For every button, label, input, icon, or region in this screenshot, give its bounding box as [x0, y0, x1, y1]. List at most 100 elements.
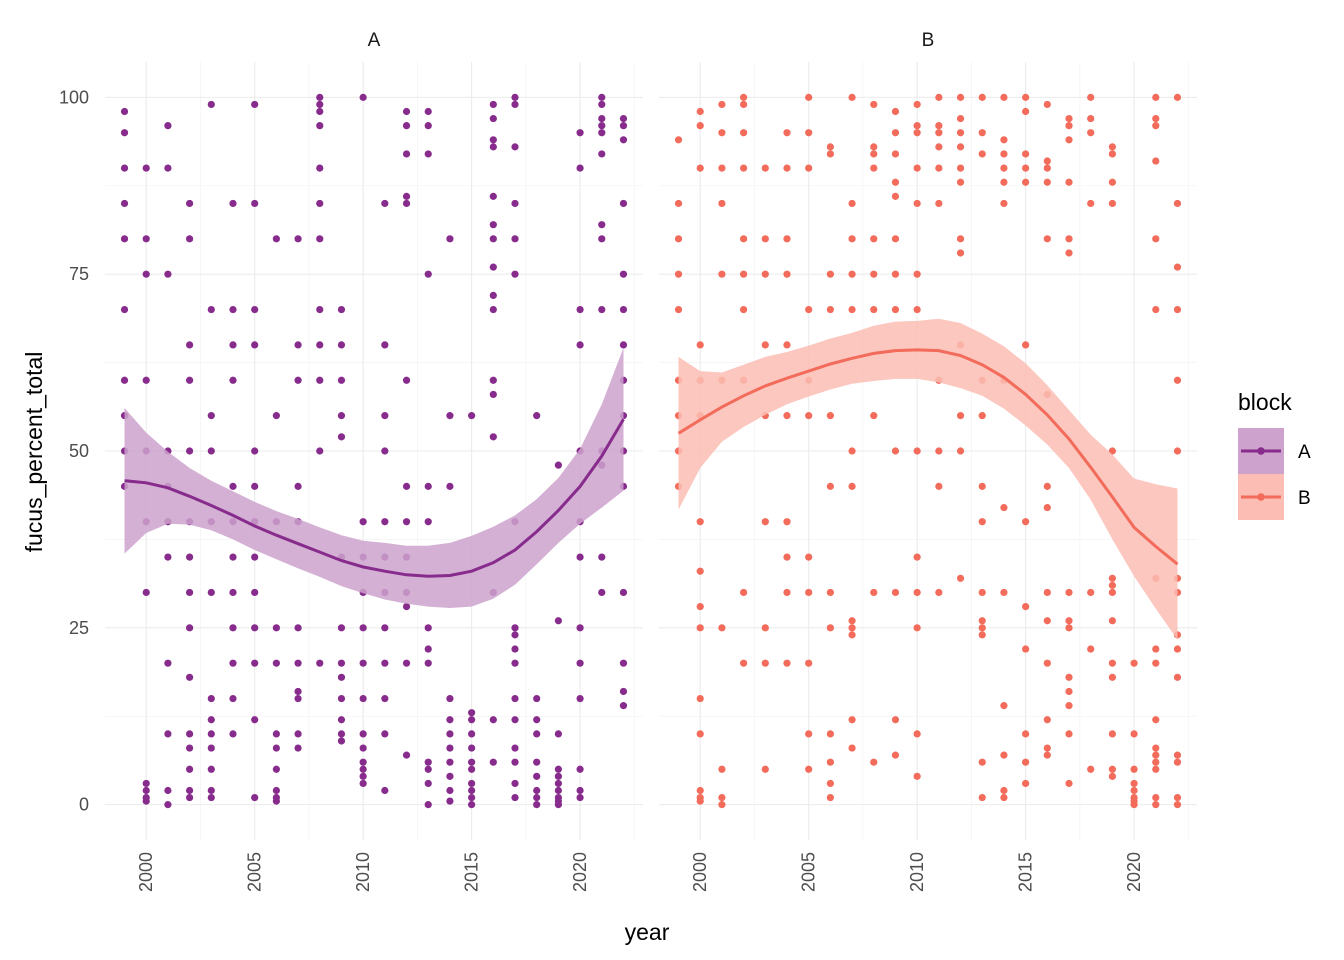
data-point: [359, 765, 367, 773]
data-point: [826, 270, 834, 278]
data-point: [1043, 744, 1051, 752]
data-point: [1022, 645, 1030, 653]
data-point: [359, 659, 367, 667]
data-point: [446, 744, 454, 752]
data-point: [1000, 751, 1008, 759]
data-point: [761, 235, 769, 243]
data-point: [805, 164, 813, 172]
data-point: [186, 588, 194, 597]
data-point: [511, 100, 519, 109]
data-point: [186, 341, 194, 349]
data-point: [207, 744, 215, 752]
data-point: [207, 786, 215, 795]
data-point: [891, 178, 900, 186]
data-point: [619, 659, 628, 667]
x-axis-title: year: [625, 919, 670, 945]
data-point: [251, 199, 259, 208]
data-point: [891, 150, 900, 158]
data-point: [805, 765, 813, 773]
data-point: [891, 107, 900, 116]
data-point: [935, 143, 943, 151]
data-point: [956, 114, 965, 123]
data-point: [1022, 107, 1030, 116]
x-tick-label: 2010: [907, 852, 927, 892]
data-point: [424, 122, 432, 130]
data-point: [402, 107, 411, 116]
legend-label: A: [1298, 442, 1311, 463]
data-point: [740, 129, 748, 137]
data-point: [619, 136, 628, 144]
data-point: [674, 270, 683, 278]
data-point: [186, 765, 194, 773]
data-point: [935, 164, 943, 172]
data-point: [848, 235, 856, 243]
data-point: [913, 305, 921, 314]
data-point: [1065, 122, 1073, 130]
data-point: [956, 574, 965, 582]
data-point: [1065, 114, 1073, 123]
data-point: [576, 786, 584, 795]
data-point: [1065, 730, 1073, 738]
data-point: [186, 730, 194, 738]
data-point: [598, 93, 606, 101]
data-point: [272, 797, 280, 805]
data-point: [870, 235, 878, 243]
data-point: [619, 270, 628, 278]
data-point: [381, 730, 389, 738]
data-point: [381, 659, 389, 667]
data-point: [229, 199, 237, 208]
data-point: [619, 199, 628, 208]
data-point: [164, 270, 172, 278]
data-point: [164, 164, 172, 172]
data-point: [164, 786, 172, 795]
data-point: [446, 412, 454, 420]
data-point: [913, 553, 921, 561]
data-point: [870, 100, 878, 109]
data-point: [696, 164, 704, 172]
data-point: [1108, 659, 1116, 667]
legend-entry-a: A: [1238, 428, 1311, 474]
data-point: [826, 143, 834, 151]
data-point: [489, 305, 497, 314]
data-point: [913, 199, 921, 208]
data-point: [554, 772, 562, 780]
data-point: [696, 730, 704, 738]
data-point: [186, 624, 194, 632]
data-point: [1043, 482, 1051, 490]
data-point: [576, 553, 584, 561]
data-point: [740, 100, 748, 109]
data-point: [935, 482, 943, 490]
data-point: [1022, 779, 1030, 788]
y-tick-label: 50: [69, 441, 89, 461]
data-point: [533, 716, 541, 724]
data-point: [359, 758, 367, 766]
data-point: [978, 482, 986, 490]
data-point: [740, 164, 748, 172]
data-point: [294, 624, 302, 632]
data-point: [489, 291, 497, 299]
data-point: [1043, 235, 1051, 243]
data-point: [316, 447, 324, 455]
data-point: [359, 694, 367, 703]
data-point: [913, 772, 921, 780]
data-point: [783, 164, 791, 172]
data-point: [294, 687, 302, 696]
data-point: [120, 305, 129, 314]
data-point: [489, 143, 497, 151]
data-point: [740, 93, 748, 101]
data-point: [1022, 730, 1030, 738]
data-point: [381, 447, 389, 455]
data-point: [186, 786, 194, 795]
data-point: [489, 136, 497, 144]
data-point: [381, 199, 389, 208]
data-point: [1043, 503, 1051, 512]
data-point: [446, 786, 454, 795]
data-point: [294, 730, 302, 738]
data-point: [337, 341, 346, 349]
data-point: [294, 482, 302, 490]
data-point: [956, 249, 965, 257]
data-point: [619, 305, 628, 314]
data-point: [164, 730, 172, 738]
data-point: [164, 553, 172, 561]
data-point: [1065, 235, 1073, 243]
